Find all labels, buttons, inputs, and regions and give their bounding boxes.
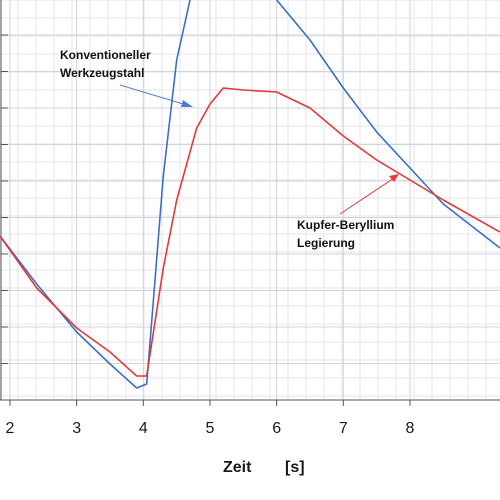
x-tick-label: 7 <box>339 420 348 437</box>
annotation-arrow-kupfer <box>339 174 399 215</box>
arrow-head <box>389 174 399 182</box>
series-line-werkzeugstahl <box>0 0 500 389</box>
x-tick-label: 3 <box>72 420 81 437</box>
annotation-werkzeugstahl-line2: Werkzeugstahl <box>60 66 144 80</box>
annotation-kupfer-line2: Legierung <box>297 236 355 250</box>
x-tick-label: 5 <box>206 420 215 437</box>
x-axis-unit: [s] <box>285 459 305 476</box>
annotation-werkzeugstahl-line1: Konventioneller <box>60 48 151 62</box>
x-tick-label: 6 <box>272 420 281 437</box>
x-axis-ticks: 2 3 4 5 6 7 8 <box>6 400 415 437</box>
arrow-line <box>339 175 398 215</box>
annotation-kupfer-line1: Kupfer-Beryllium <box>297 218 394 232</box>
x-tick-label: 2 <box>6 420 15 437</box>
annotation-arrow-werkzeugstahl <box>119 84 193 107</box>
y-axis-ticks <box>1 34 8 401</box>
arrow-line <box>119 84 191 107</box>
series-line-kupfer-beryllium <box>0 87 500 377</box>
minor-grid <box>0 0 500 400</box>
x-axis-title: Zeit <box>223 459 252 476</box>
x-tick-label: 8 <box>406 420 415 437</box>
x-tick-label: 4 <box>139 420 148 437</box>
series-group <box>0 0 500 389</box>
arrow-head <box>181 100 193 107</box>
